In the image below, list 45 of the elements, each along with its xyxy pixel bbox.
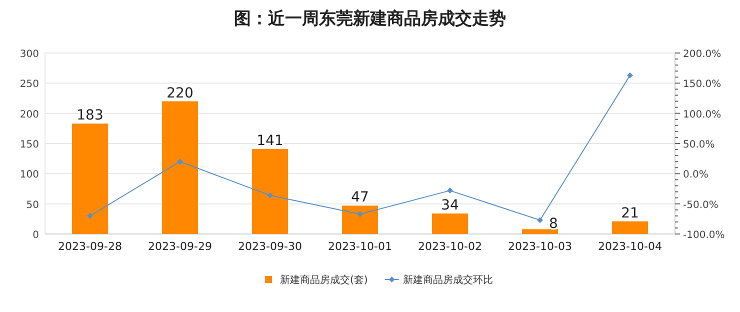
point (267, 192, 273, 198)
legend-label: 新建商品房成交(套) (280, 274, 368, 286)
y2-tick-label: -100.0% (683, 230, 725, 241)
x-tick-label: 2023-10-01 (328, 240, 392, 253)
bar (522, 229, 558, 234)
y-tick-label: 100 (20, 170, 39, 181)
x-tick-label: 2023-10-04 (598, 240, 662, 253)
y2-tick-label: 200.0% (683, 49, 722, 60)
x-tick-label: 2023-09-29 (148, 240, 212, 253)
x-tick-label: 2023-09-30 (238, 240, 302, 253)
bar (162, 101, 198, 234)
y2-tick-label: 100.0% (683, 109, 722, 120)
bar (252, 148, 288, 234)
data-label: 34 (441, 197, 459, 214)
data-label: 47 (351, 190, 369, 206)
y-tick-label: 300 (20, 49, 39, 60)
bar (72, 124, 108, 234)
point (357, 211, 363, 218)
y2-tick-label: 150.0% (683, 79, 722, 90)
data-label: 183 (76, 108, 104, 124)
y-tick-label: 250 (20, 79, 39, 90)
x-tick-label: 2023-09-28 (58, 240, 122, 253)
x-tick-label: 2023-10-03 (508, 240, 572, 253)
bar (612, 221, 648, 234)
point (537, 217, 543, 224)
y-tick-label: 0 (32, 230, 39, 241)
y-tick-label: 150 (20, 140, 39, 150)
y-tick-label: 200 (20, 109, 39, 120)
point (447, 188, 453, 194)
data-label: 21 (621, 205, 639, 222)
point (87, 212, 93, 219)
chart-title: 图：近一周东莞新建商品房成交走势 (234, 9, 506, 29)
y2-tick-label: 0.0% (683, 170, 708, 181)
point (627, 72, 633, 78)
legend-label: 新建商品房成交环比 (402, 274, 493, 286)
x-tick-label: 2023-10-02 (418, 240, 482, 253)
bar (432, 213, 468, 234)
y2-tick-label: 50.0% (683, 140, 715, 150)
data-label: 8 (549, 216, 558, 232)
y2-tick-label: -50.0% (683, 200, 718, 211)
y-tick-label: 50 (26, 200, 39, 211)
data-label: 141 (256, 132, 284, 149)
bar (342, 206, 378, 234)
point (177, 158, 183, 165)
data-label: 220 (166, 85, 194, 102)
